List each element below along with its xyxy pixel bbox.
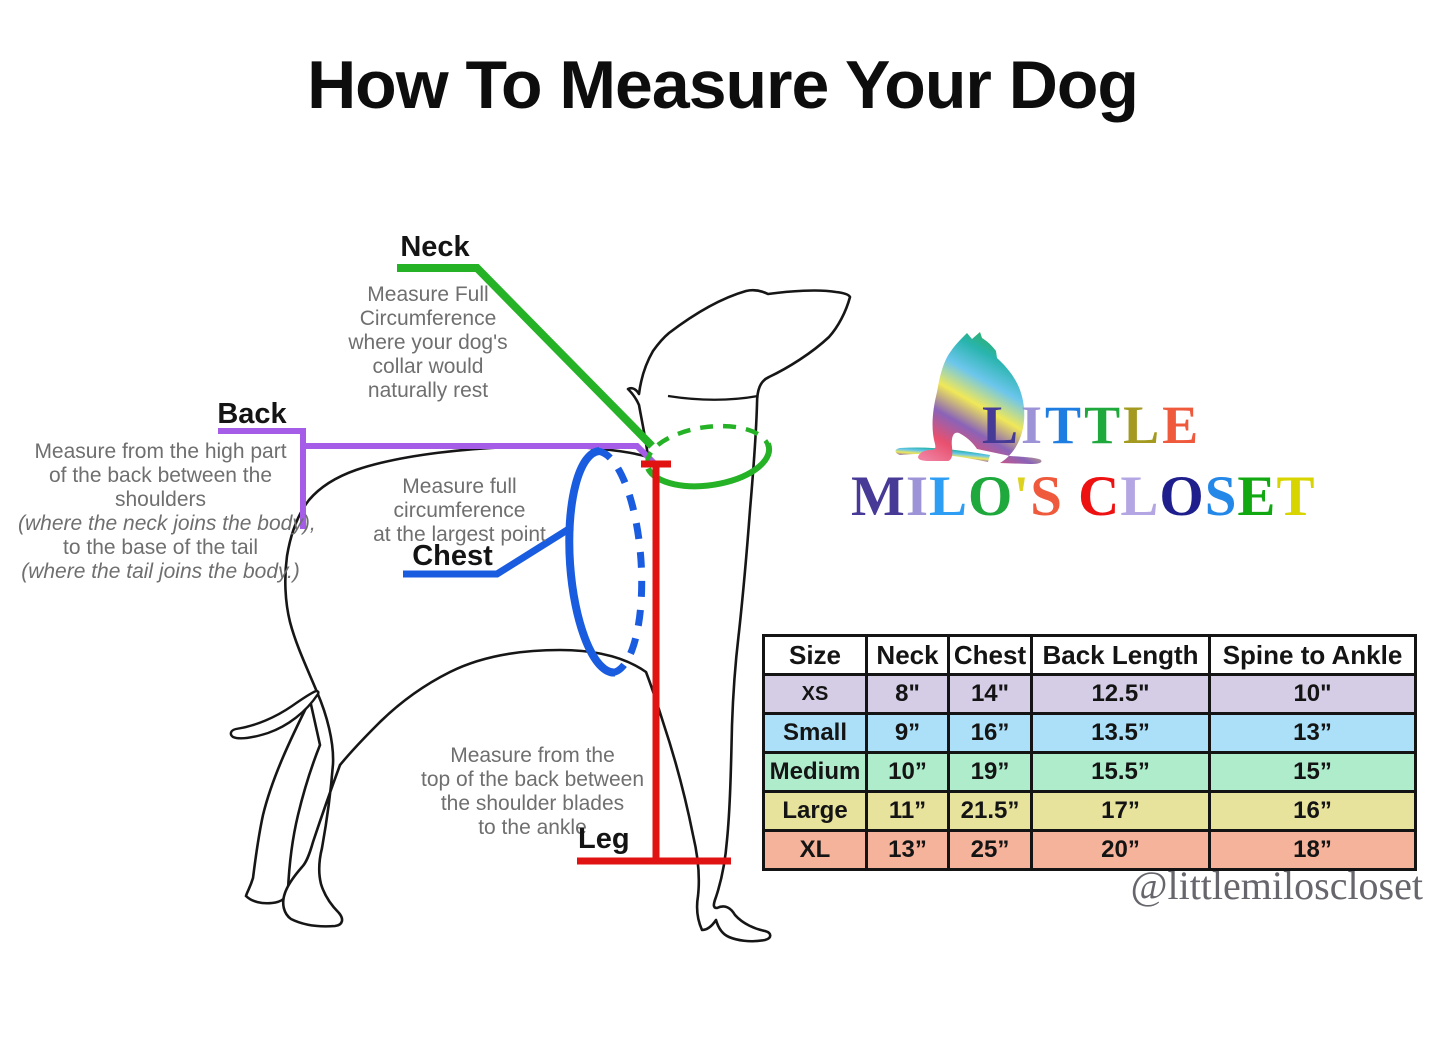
measurement-cell: 21.5” bbox=[947, 790, 1033, 832]
logo-letter: L bbox=[1120, 465, 1160, 528]
description-line: (where the tail joins the body.) bbox=[21, 560, 300, 583]
logo-dog-silhouette bbox=[895, 332, 1042, 464]
logo-letter: O bbox=[1159, 465, 1205, 528]
logo-letter: ' bbox=[1013, 465, 1031, 528]
logo-letter: S bbox=[1204, 465, 1238, 528]
description-line: Measure Full bbox=[367, 283, 489, 306]
leg-label: Leg bbox=[578, 823, 630, 855]
instagram-handle: @littlemiloscloset bbox=[1130, 863, 1423, 908]
measurement-cell: 13” bbox=[1208, 712, 1417, 754]
size-chart-row: XS 8" 14" 12.5" 10" bbox=[762, 673, 1417, 715]
measurement-cell: 20” bbox=[1030, 829, 1211, 871]
size-chart-row: Large 11” 21.5” 17” 16” bbox=[762, 790, 1417, 832]
logo-wordmark-little: LITTLE bbox=[982, 394, 1201, 456]
size-chart-row: Medium 10” 19” 15.5” 15” bbox=[762, 751, 1417, 793]
measurement-cell: 10" bbox=[1208, 673, 1417, 715]
logo-letter: M bbox=[851, 465, 906, 528]
back-label-bracket bbox=[218, 428, 306, 529]
measurement-cell: 10” bbox=[865, 751, 950, 793]
measurement-cell: 14" bbox=[947, 673, 1033, 715]
dog-far-hind-leg bbox=[244, 696, 322, 905]
description-line: of the back between the bbox=[49, 464, 272, 487]
description-line: where your dog's bbox=[348, 331, 508, 354]
measurement-cell: 12.5" bbox=[1030, 673, 1211, 715]
description-line: Measure from the high part bbox=[34, 440, 287, 463]
back-label: Back bbox=[217, 398, 287, 430]
neck-measure-line bbox=[397, 264, 655, 449]
measurement-cell: 13.5” bbox=[1030, 712, 1211, 754]
description-line: to the ankle bbox=[478, 816, 587, 839]
neck-ellipse bbox=[645, 423, 773, 490]
measurement-cell: 17” bbox=[1030, 790, 1211, 832]
size-cell: Medium bbox=[762, 751, 868, 793]
dog-jaw-line bbox=[667, 394, 759, 401]
logo-letter: S bbox=[1030, 465, 1063, 528]
logo-letter: L bbox=[1123, 395, 1163, 455]
logo-letter: T bbox=[1045, 395, 1085, 455]
description-line: to the base of the tail bbox=[63, 536, 258, 559]
description-line: Measure from the bbox=[450, 744, 615, 767]
size-chart-body: XS 8" 14" 12.5" 10" Small 9” 16” 13.5” 13” Medium 1… bbox=[762, 673, 1417, 871]
measurement-cell: 15.5” bbox=[1030, 751, 1211, 793]
chest-description: Measure full circumference at the largest … bbox=[352, 475, 567, 547]
logo-letter: I bbox=[1021, 395, 1046, 455]
measurement-cell: 15” bbox=[1208, 751, 1417, 793]
logo-letter: I bbox=[905, 465, 929, 528]
description-line: the shoulder blades bbox=[440, 792, 625, 815]
size-chart-header-cell: Chest bbox=[947, 634, 1033, 676]
logo-letter bbox=[1063, 465, 1078, 528]
measurement-cell: 18” bbox=[1208, 829, 1417, 871]
chest-measure-line bbox=[403, 524, 574, 578]
neck-label: Neck bbox=[400, 231, 470, 263]
description-line: top of the back between bbox=[421, 768, 644, 791]
description-line: Circumference bbox=[359, 307, 497, 330]
page-title: How To Measure Your Dog bbox=[307, 47, 1139, 123]
size-chart-header-row: Size Neck Chest Back Length Spine to Ankle bbox=[762, 634, 1417, 676]
description-line: shoulders bbox=[114, 488, 207, 511]
size-cell: Small bbox=[762, 712, 868, 754]
description-line: collar would bbox=[372, 355, 484, 378]
back-description: Measure from the high part of the back be… bbox=[18, 440, 316, 584]
dog-outline bbox=[281, 288, 852, 943]
size-cell: XL bbox=[762, 829, 868, 871]
dog-tail bbox=[229, 689, 320, 740]
measurement-cell: 11” bbox=[865, 790, 950, 832]
description-line: (where the neck joins the body), bbox=[18, 512, 316, 535]
logo-letter: L bbox=[929, 465, 969, 528]
description-line: circumference bbox=[393, 499, 526, 522]
measurement-cell: 19” bbox=[947, 751, 1033, 793]
description-line: at the largest point bbox=[373, 523, 546, 546]
size-chart-header-cell: Spine to Ankle bbox=[1208, 634, 1417, 676]
measurement-cell: 16” bbox=[1208, 790, 1417, 832]
logo-letter: T bbox=[1084, 395, 1124, 455]
measurement-cell: 25” bbox=[947, 829, 1033, 871]
measurement-cell: 16” bbox=[947, 712, 1033, 754]
logo-letter: L bbox=[982, 395, 1022, 455]
size-chart-header-cell: Neck bbox=[865, 634, 950, 676]
size-chart-row: Small 9” 16” 13.5” 13” bbox=[762, 712, 1417, 754]
logo-wordmark-milos-closet: MILO'S CLOSET bbox=[851, 464, 1315, 529]
neck-description: Measure Full Circumference where your dog'… bbox=[318, 283, 538, 403]
size-chart-header-cell: Back Length bbox=[1030, 634, 1211, 676]
logo-letter: C bbox=[1078, 465, 1121, 528]
size-cell: Large bbox=[762, 790, 868, 832]
size-chart-row: XL 13” 25” 20” 18” bbox=[762, 829, 1417, 871]
size-cell: XS bbox=[762, 673, 868, 715]
measurement-cell: 9” bbox=[865, 712, 950, 754]
size-chart-header-cell: Size bbox=[762, 634, 868, 676]
chest-label: Chest bbox=[412, 540, 493, 572]
measurement-cell: 8" bbox=[865, 673, 950, 715]
size-chart-table: Size Neck Chest Back Length Spine to Ankle X… bbox=[762, 634, 1417, 871]
logo-letter: T bbox=[1276, 465, 1316, 528]
logo-letter: O bbox=[968, 465, 1014, 528]
logo-letter: E bbox=[1237, 465, 1277, 528]
description-line: Measure full bbox=[402, 475, 517, 498]
logo-letter: E bbox=[1162, 395, 1202, 455]
leg-description: Measure from the top of the back between t… bbox=[400, 744, 665, 840]
measurement-cell: 13” bbox=[865, 829, 950, 871]
description-line: naturally rest bbox=[367, 379, 489, 402]
chest-ellipse bbox=[565, 447, 646, 677]
